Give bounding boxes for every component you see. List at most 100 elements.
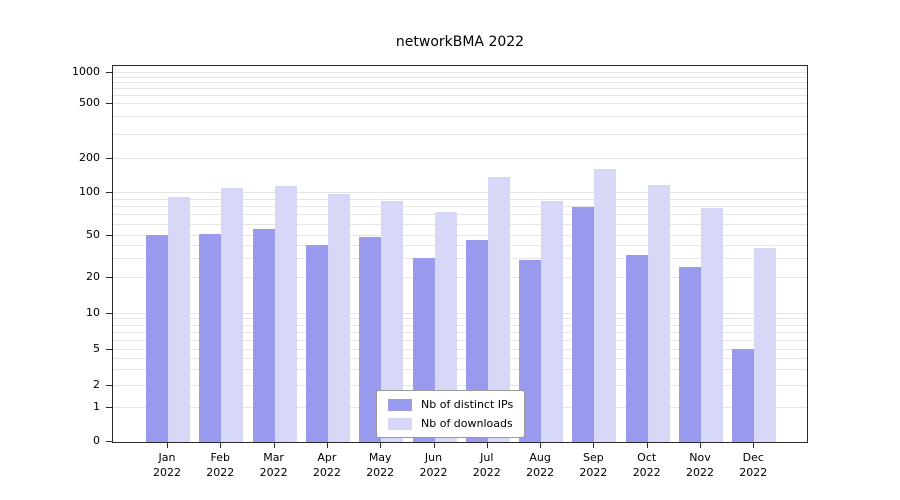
- x-tick-mark: [753, 443, 755, 448]
- x-tick-year: 2022: [526, 466, 555, 479]
- bar-distinct-ips-oct: [625, 255, 648, 442]
- bar-downloads-aug: [541, 200, 564, 442]
- x-tick-mark: [700, 443, 701, 448]
- bar-distinct-ips-feb: [199, 233, 222, 442]
- bar-downloads-may: [381, 200, 404, 442]
- y-tick-mark: [106, 235, 112, 236]
- x-tick-year: 2022: [153, 466, 181, 479]
- x-tick-mark: [486, 443, 488, 448]
- x-tick-mark: [220, 443, 222, 448]
- x-tick-label-feb: Feb 2022: [188, 450, 252, 480]
- bar-distinct-ips-mar: [252, 229, 275, 442]
- bar-downloads-sep: [594, 168, 617, 442]
- x-tick-year: 2022: [472, 466, 501, 479]
- gridline: [113, 339, 807, 341]
- bar-downloads-mar: [274, 186, 297, 442]
- x-tick-mark: [380, 443, 382, 448]
- y-tick-label: 100: [79, 185, 100, 198]
- legend-swatch-downloads: [388, 417, 412, 430]
- x-tick-mark: [593, 443, 595, 448]
- y-tick-label: 1: [93, 400, 100, 413]
- x-tick-label-jun: Jun 2022: [402, 450, 466, 480]
- gridline: [113, 245, 807, 247]
- gridline: [113, 158, 807, 159]
- x-tick-year: 2022: [259, 466, 288, 479]
- x-tick-mark: [326, 443, 328, 448]
- x-tick-label-jan: Jan 2022: [135, 450, 199, 480]
- x-tick-label-mar: Mar 2022: [242, 450, 306, 480]
- x-tick-label-dec: Dec 2022: [721, 450, 785, 480]
- gridline: [113, 205, 807, 207]
- y-tick-mark: [106, 72, 112, 73]
- chart-title: networkBMA 2022: [395, 34, 525, 50]
- bar-distinct-ips-may: [359, 236, 382, 442]
- y-tick-mark: [106, 103, 112, 104]
- gridline: [113, 277, 807, 278]
- x-tick-year: 2022: [419, 466, 448, 479]
- x-tick-mark: [273, 443, 275, 448]
- y-tick-label: 20: [86, 270, 100, 283]
- y-tick-mark: [106, 349, 112, 350]
- bar-downloads-feb: [221, 188, 244, 442]
- x-tick-year: 2022: [579, 466, 608, 479]
- gridline: [113, 318, 807, 320]
- x-tick-month: Mar: [263, 451, 284, 464]
- x-tick-month: Jun: [424, 451, 443, 464]
- x-tick-month: May: [368, 451, 392, 464]
- bar-downloads-dec: [754, 247, 777, 442]
- y-tick-mark: [106, 158, 112, 159]
- bar-downloads-oct: [647, 184, 670, 442]
- legend-item-downloads: Nb of downloads: [388, 417, 513, 430]
- bar-distinct-ips-dec: [732, 349, 755, 442]
- x-tick-month: Dec: [742, 451, 764, 464]
- y-tick-label: 500: [79, 96, 100, 109]
- legend-label-downloads: Nb of downloads: [421, 417, 513, 430]
- x-tick-year: 2022: [206, 466, 235, 479]
- gridline: [113, 324, 807, 326]
- legend-item-distinct-ips: Nb of distinct IPs: [388, 398, 513, 411]
- y-tick-mark: [106, 313, 112, 314]
- bar-downloads-jun: [434, 212, 457, 442]
- x-tick-year: 2022: [686, 466, 714, 479]
- y-tick-mark: [106, 407, 112, 408]
- x-tick-mark: [433, 443, 435, 448]
- y-tick-label: 10: [86, 306, 100, 319]
- bar-distinct-ips-jan: [146, 235, 168, 442]
- gridline: [113, 87, 807, 89]
- gridline: [113, 81, 807, 83]
- x-tick-month: Feb: [210, 451, 231, 464]
- x-tick-year: 2022: [312, 466, 341, 479]
- gridline: [113, 214, 807, 216]
- x-tick-mark: [540, 443, 542, 448]
- gridline: [113, 349, 807, 350]
- x-tick-month: Jan: [158, 451, 176, 464]
- gridline: [113, 192, 807, 193]
- gridline: [113, 313, 807, 314]
- y-tick-label: 50: [86, 228, 100, 241]
- x-tick-month: Aug: [529, 451, 551, 464]
- bar-downloads-nov: [701, 208, 723, 442]
- x-tick-label-sep: Sep 2022: [561, 450, 625, 480]
- gridline: [113, 235, 807, 236]
- y-tick-label: 200: [79, 151, 100, 164]
- gridline: [113, 116, 807, 118]
- gridline: [113, 357, 807, 359]
- gridline: [113, 198, 807, 200]
- x-tick-label-nov: Nov 2022: [668, 450, 732, 480]
- plot-area: Nb of distinct IPs Nb of downloads: [112, 65, 808, 443]
- x-tick-month: Nov: [689, 451, 711, 464]
- gridline: [113, 369, 807, 371]
- y-tick-mark: [106, 385, 112, 386]
- legend-label-distinct-ips: Nb of distinct IPs: [421, 398, 514, 411]
- y-tick-label: 0: [93, 434, 100, 447]
- x-tick-year: 2022: [739, 466, 768, 479]
- x-tick-month: Sep: [583, 451, 604, 464]
- gridline: [113, 76, 807, 78]
- x-tick-label-aug: Aug 2022: [508, 450, 572, 480]
- x-tick-year: 2022: [366, 466, 395, 479]
- y-tick-label: 1000: [72, 65, 100, 78]
- bar-distinct-ips-sep: [572, 207, 595, 442]
- x-tick-month: Oct: [637, 451, 657, 464]
- gridline: [113, 385, 807, 386]
